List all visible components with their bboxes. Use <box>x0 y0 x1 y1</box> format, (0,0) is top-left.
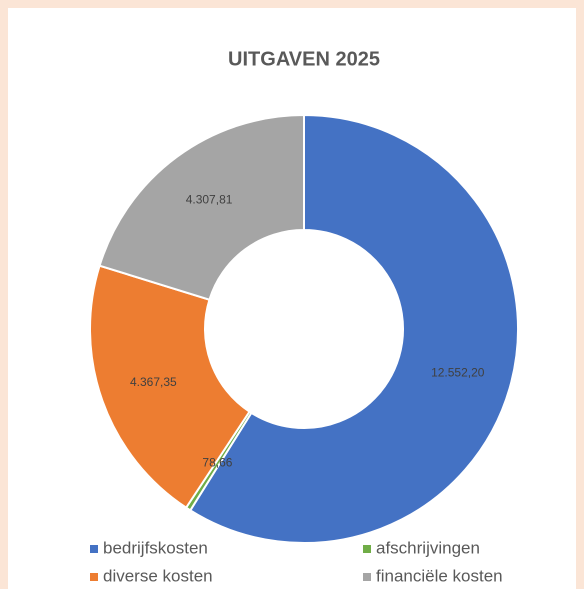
donut-slice <box>89 264 251 510</box>
data-label: 12.552,20 <box>431 365 485 379</box>
legend-label: afschrijvingen <box>376 538 480 557</box>
legend-marker <box>90 545 98 553</box>
legend-label: financiële kosten <box>376 566 503 585</box>
data-label: 4.307,81 <box>186 192 233 206</box>
donut-slice <box>188 113 519 544</box>
legend-marker <box>363 573 371 581</box>
donut-slice <box>98 113 305 301</box>
legend-marker <box>363 545 371 553</box>
data-label: 4.367,35 <box>130 375 177 389</box>
legend-label: bedrijfskosten <box>103 538 208 557</box>
data-label: 78,66 <box>202 456 232 470</box>
chart-title: UITGAVEN 2025 <box>228 48 380 70</box>
legend-label: diverse kosten <box>103 566 213 585</box>
legend-marker <box>90 573 98 581</box>
